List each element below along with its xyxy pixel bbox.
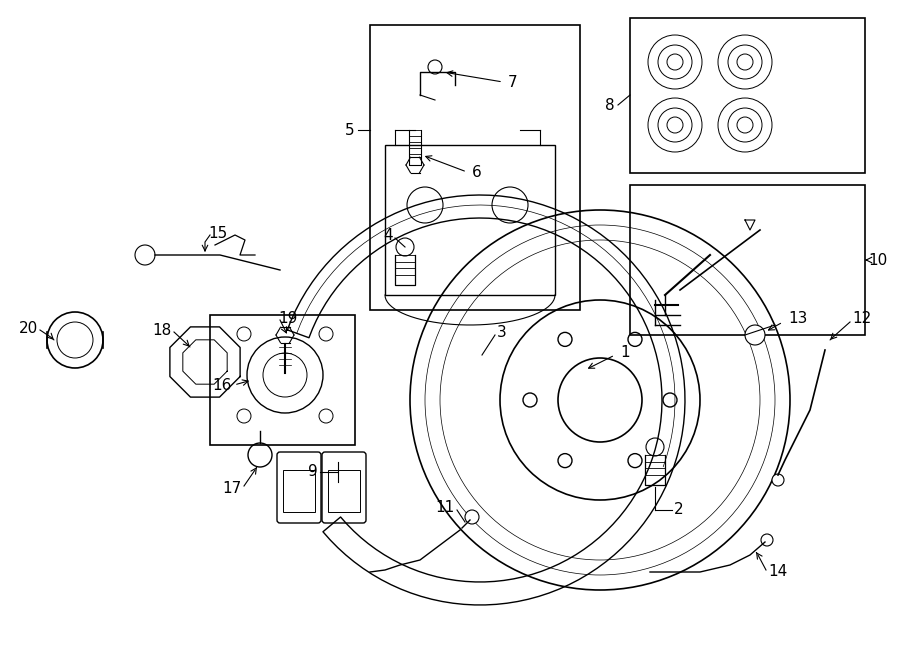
Text: 7: 7 bbox=[508, 75, 518, 89]
Circle shape bbox=[523, 393, 537, 407]
Text: 8: 8 bbox=[606, 98, 615, 112]
Text: 14: 14 bbox=[768, 564, 788, 580]
Text: 9: 9 bbox=[308, 465, 318, 479]
Circle shape bbox=[319, 409, 333, 423]
Text: 12: 12 bbox=[852, 311, 871, 325]
Bar bbox=[210, 315, 355, 445]
Text: 2: 2 bbox=[674, 502, 684, 518]
Circle shape bbox=[135, 245, 155, 265]
Circle shape bbox=[237, 327, 251, 341]
Bar bbox=[630, 185, 865, 335]
Bar bbox=[283, 470, 315, 512]
Text: 11: 11 bbox=[436, 500, 455, 516]
Circle shape bbox=[628, 332, 642, 346]
Circle shape bbox=[465, 510, 479, 524]
Bar bbox=[630, 18, 865, 173]
Text: 3: 3 bbox=[497, 325, 507, 340]
Circle shape bbox=[319, 327, 333, 341]
Circle shape bbox=[628, 453, 642, 467]
Circle shape bbox=[761, 534, 773, 546]
Text: 20: 20 bbox=[19, 321, 38, 336]
Text: 1: 1 bbox=[620, 344, 630, 360]
Circle shape bbox=[558, 332, 572, 346]
Circle shape bbox=[558, 453, 572, 467]
Text: 6: 6 bbox=[472, 165, 482, 180]
Circle shape bbox=[428, 60, 442, 74]
Text: 10: 10 bbox=[868, 253, 887, 268]
Bar bbox=[328, 470, 360, 512]
Bar bbox=[385, 145, 555, 295]
Circle shape bbox=[396, 238, 414, 256]
Text: 5: 5 bbox=[346, 122, 355, 137]
Text: 15: 15 bbox=[208, 225, 227, 241]
Text: 18: 18 bbox=[153, 323, 172, 338]
Circle shape bbox=[646, 438, 664, 456]
Bar bbox=[370, 25, 580, 310]
Text: 19: 19 bbox=[278, 311, 297, 325]
Circle shape bbox=[663, 393, 677, 407]
Circle shape bbox=[745, 325, 765, 345]
Text: 13: 13 bbox=[788, 311, 807, 325]
Text: 17: 17 bbox=[223, 481, 242, 496]
Circle shape bbox=[407, 187, 443, 223]
Circle shape bbox=[237, 409, 251, 423]
Circle shape bbox=[492, 187, 528, 223]
Circle shape bbox=[772, 474, 784, 486]
Text: 4: 4 bbox=[383, 227, 393, 243]
Text: 16: 16 bbox=[212, 377, 232, 393]
